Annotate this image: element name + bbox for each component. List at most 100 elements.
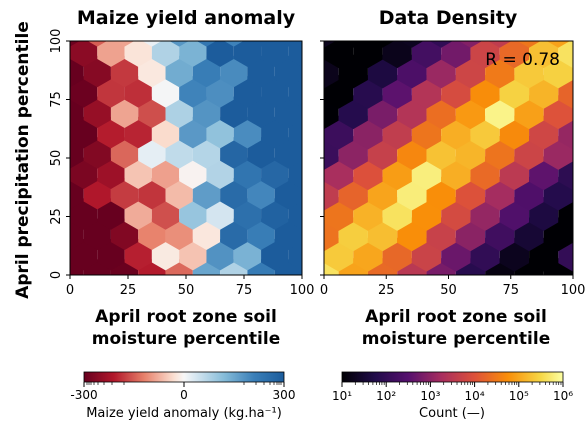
right-colorbar-tick-label: 10⁴ <box>465 389 485 403</box>
yield-hex-11-8 <box>261 41 289 67</box>
left-y-tick-label: 50 <box>49 150 64 167</box>
yield-hex-12-8 <box>251 41 271 47</box>
right-colorbar-tick-label: 10² <box>376 389 396 403</box>
yield-hex-10-7 <box>220 55 248 88</box>
density-hex-11-7 <box>499 41 530 69</box>
yield-hex-2-2 <box>83 218 111 251</box>
yield-hex-10-9 <box>274 55 302 88</box>
yield-hex-6-8 <box>247 137 275 169</box>
yield-hex-3-1 <box>70 198 98 230</box>
right-colorbar-tick-label: 10⁶ <box>553 389 573 403</box>
density-hex-11-6 <box>470 41 500 69</box>
yield-hex-3-8 <box>261 198 289 230</box>
yield-hex-4-4 <box>138 177 166 210</box>
yield-hex-9-1 <box>70 76 98 108</box>
yield-hex-10-2 <box>83 55 111 88</box>
left-colorbar <box>83 371 285 383</box>
density-hex-12-4 <box>400 41 424 48</box>
yield-hex-1-6 <box>206 238 234 271</box>
yield-hex-5-3 <box>124 157 152 190</box>
yield-hex-2-3 <box>110 218 139 251</box>
yield-hex-12-7 <box>224 41 244 47</box>
yield-hex-9-7 <box>233 76 262 108</box>
right-x-tick-label: 100 <box>561 283 585 298</box>
yield-hex-10-4 <box>138 55 166 88</box>
yield-hex-6-6 <box>192 137 221 169</box>
density-hex-12-6 <box>458 41 483 48</box>
yield-hex-1-2 <box>97 238 125 271</box>
density-hex-12-1 <box>324 41 336 48</box>
yield-hex-11-3 <box>124 41 152 67</box>
left-colorbar-label: Maize yield anomaly (kg.ha⁻¹) <box>86 406 282 421</box>
yield-hex-2-7 <box>220 218 248 251</box>
yield-hex-5-1 <box>70 157 98 190</box>
right-x-tick-label: 50 <box>440 283 457 298</box>
yield-hex-1-3 <box>124 238 152 271</box>
yield-hex-11-2 <box>97 41 125 67</box>
yield-hex-8-9 <box>274 96 302 128</box>
left-x-tick-label: 75 <box>236 283 253 298</box>
yield-hex-8-3 <box>110 96 139 128</box>
yield-hex-11-6 <box>206 41 234 67</box>
yield-hex-9-6 <box>206 76 234 108</box>
yield-hex-10-5 <box>165 55 193 88</box>
yield-hex-5-6 <box>206 157 234 190</box>
density-hex-6-10 <box>573 136 585 170</box>
yield-hex-3-5 <box>179 198 207 230</box>
density-hex-11-4 <box>411 41 442 69</box>
colorbar-ticks: -300 0 300 10¹ 10² 10³ 10⁴ 10⁵ 10⁶ <box>70 382 573 403</box>
right-x-tick-label: 75 <box>502 283 519 298</box>
yield-hex-8-5 <box>165 96 193 128</box>
yield-hex-3-3 <box>124 198 152 230</box>
yield-hex-7-7 <box>233 116 262 149</box>
yield-hex-5-8 <box>261 157 289 190</box>
yield-hex-10-0 <box>29 56 56 88</box>
density-hex-12-7 <box>488 41 512 48</box>
right-colorbar-tick-label: 10¹ <box>332 389 352 403</box>
right-x-axis-label-line2: moisture percentile <box>362 329 551 349</box>
yield-hex-3-7 <box>233 198 262 230</box>
yield-hex-9-3 <box>124 76 152 108</box>
yield-hex-4-7 <box>220 177 248 210</box>
density-hex-11-5 <box>441 41 471 69</box>
left-y-tick-label: 100 <box>49 29 64 54</box>
left-colorbar-tick-label: 300 <box>273 388 296 402</box>
yield-hex-1-7 <box>233 238 262 271</box>
right-x-axis-label-line1: April root zone soil <box>365 307 547 327</box>
density-hex-4-10 <box>573 177 585 211</box>
yield-hex-2-6 <box>192 218 221 251</box>
left-x-tick-label: 0 <box>66 283 74 298</box>
yield-hex-11-4 <box>151 41 180 67</box>
yield-hex-4-3 <box>110 177 139 210</box>
yield-hex-8-7 <box>220 96 248 128</box>
right-chart-title: Data Density <box>379 7 518 29</box>
yield-hex-7-8 <box>261 116 289 149</box>
yield-hex-7-1 <box>70 116 98 149</box>
yield-hex-2-4 <box>138 218 166 251</box>
yield-hex-11-7 <box>233 41 262 67</box>
yield-hex-7-3 <box>124 116 152 149</box>
yield-hex-4-0 <box>29 178 56 210</box>
yield-hex-1-5 <box>179 238 207 271</box>
density-hex-12-2 <box>341 41 365 48</box>
yield-hex-9-5 <box>179 76 207 108</box>
yield-hex-6-7 <box>220 137 248 169</box>
yield-hex-7-5 <box>179 116 207 149</box>
yield-hex-9-4 <box>151 76 180 108</box>
density-hex-11-2 <box>353 41 383 69</box>
yield-hex-2-8 <box>247 218 275 251</box>
left-chart-title: Maize yield anomaly <box>77 7 296 29</box>
yield-hex-5-7 <box>233 157 262 190</box>
yield-hex-7-2 <box>97 116 125 149</box>
yield-hex-4-9 <box>274 177 302 210</box>
yield-hex-6-3 <box>110 137 139 169</box>
yield-hex-6-9 <box>274 137 302 169</box>
yield-hex-8-8 <box>247 96 275 128</box>
yield-hex-10-6 <box>192 55 221 88</box>
yield-hex-8-4 <box>138 96 166 128</box>
correlation-annotation: R = 0.78 <box>485 50 560 70</box>
yield-hex-5-4 <box>151 157 180 190</box>
yield-hex-12-2 <box>87 41 107 47</box>
yield-hex-2-9 <box>274 218 302 251</box>
yield-hex-8-2 <box>83 96 111 128</box>
